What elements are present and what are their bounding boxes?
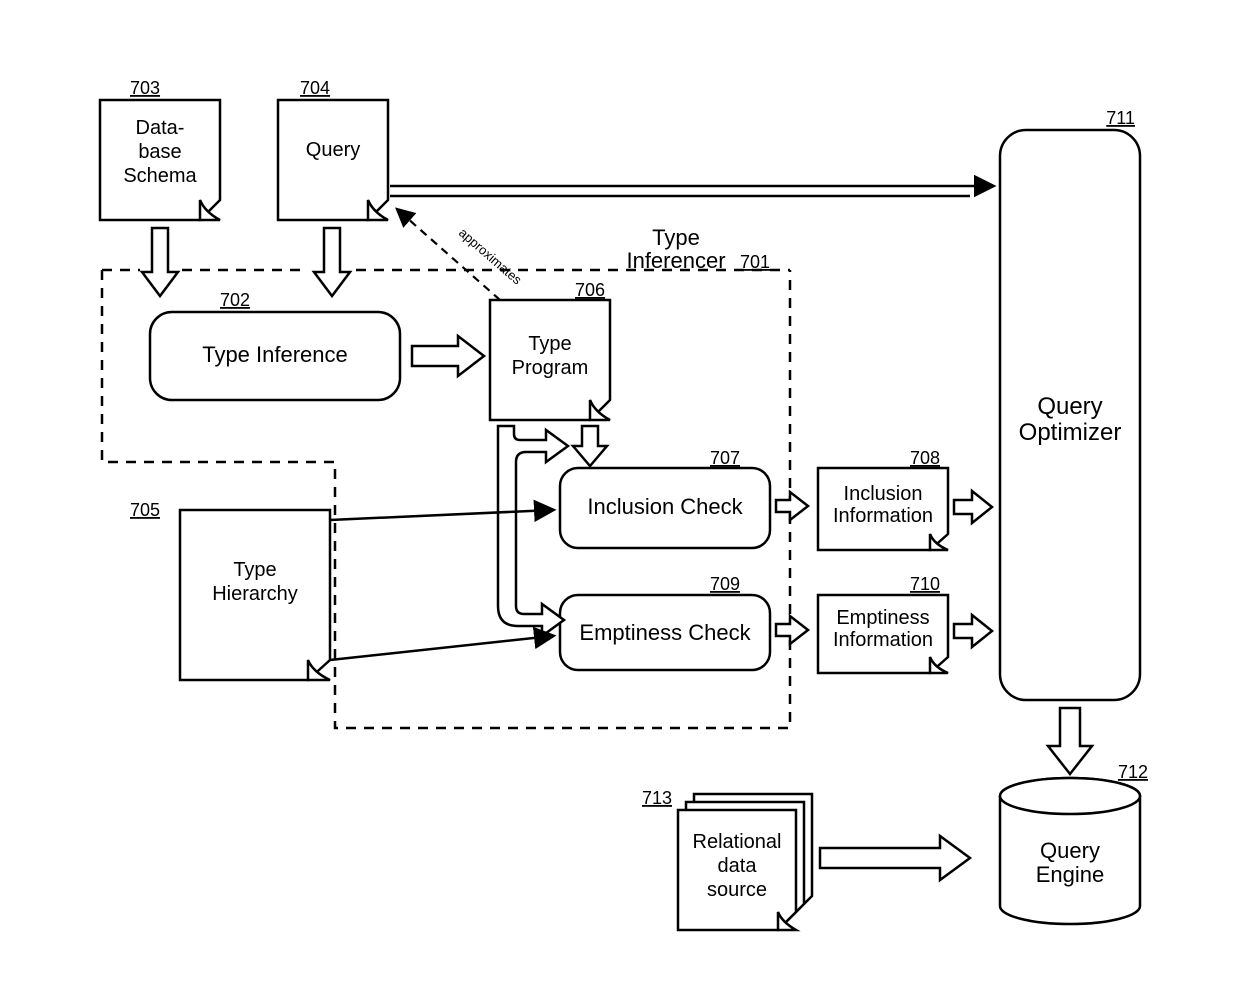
node-query: 704 Query <box>278 78 388 220</box>
query-label-0: Query <box>306 139 360 161</box>
ref-703: 703 <box>130 78 160 98</box>
ref-709: 709 <box>710 574 740 594</box>
node-inclusion-info: 708 Inclusion Information <box>818 448 948 550</box>
optimizer-label-1: Optimizer <box>1019 419 1122 446</box>
ref-710: 710 <box>910 574 940 594</box>
node-type-inference: 702 Type Inference <box>150 290 400 400</box>
rel-src-label-2: source <box>707 879 767 901</box>
edge-empt-to-info <box>776 616 808 644</box>
edge-emptinfo-to-opt <box>954 615 992 647</box>
node-emptiness-check: 709 Emptiness Check <box>560 574 770 670</box>
ref-712: 712 <box>1118 762 1148 782</box>
edge-inf-to-prog <box>412 336 484 376</box>
edge-approximates: approximates <box>398 210 525 300</box>
optimizer-label-0: Query <box>1037 393 1102 420</box>
type-inferencer-label-2: Inferencer <box>626 248 725 273</box>
node-relational-source: 713 Relational data source <box>642 788 812 930</box>
ref-713: 713 <box>642 788 672 808</box>
type-prog-label-0: Type <box>528 333 571 355</box>
edge-inclinfo-to-opt <box>954 491 992 523</box>
type-inferencer-label-1: Type <box>652 225 700 250</box>
edge-source-to-engine <box>820 836 970 880</box>
edge-hier-to-empt <box>330 636 552 660</box>
incl-check-label: Inclusion Check <box>587 494 743 519</box>
node-type-program: 706 Type Program <box>490 280 610 420</box>
ref-705: 705 <box>130 500 160 520</box>
node-type-hierarchy: 705 Type Hierarchy <box>130 500 330 680</box>
edge-query-to-inf <box>314 228 350 296</box>
node-db-schema: 703 Data- base Schema <box>100 78 220 220</box>
type-inferencer-diagram: Type Inferencer 701 703 Data- base Schem… <box>0 0 1240 989</box>
type-inf-label: Type Inference <box>202 342 348 367</box>
incl-info-label-0: Inclusion <box>844 483 923 505</box>
incl-info-label-1: Information <box>833 505 933 527</box>
type-hier-label-0: Type <box>233 559 276 581</box>
edge-query-to-opt <box>390 186 992 196</box>
empt-info-label-1: Information <box>833 629 933 651</box>
ref-711: 711 <box>1106 108 1135 128</box>
ref-708: 708 <box>910 448 940 468</box>
edge-hier-to-incl <box>330 510 552 520</box>
edge-prog-to-incl <box>573 426 607 466</box>
ref-706: 706 <box>575 280 605 300</box>
db-schema-label-2: Schema <box>123 165 197 187</box>
edge-prog-to-empt <box>498 426 568 636</box>
type-prog-label-1: Program <box>512 357 589 379</box>
db-schema-label-1: base <box>138 141 181 163</box>
node-emptiness-info: 710 Emptiness Information <box>818 574 948 673</box>
engine-label-1: Engine <box>1036 862 1105 887</box>
node-query-engine: 712 Query Engine <box>1000 762 1148 924</box>
ref-702: 702 <box>220 290 250 310</box>
ref-707: 707 <box>710 448 740 468</box>
approximates-label: approximates <box>456 225 525 288</box>
edge-incl-to-info <box>776 492 808 520</box>
db-schema-label-0: Data- <box>136 117 185 139</box>
engine-label-0: Query <box>1040 838 1100 863</box>
type-hier-label-1: Hierarchy <box>212 583 298 605</box>
node-query-optimizer: 711 Query Optimizer <box>1000 108 1140 700</box>
empt-check-label: Emptiness Check <box>579 620 751 645</box>
ref-704: 704 <box>300 78 330 98</box>
edge-schema-to-inf <box>142 228 178 296</box>
edge-opt-to-engine <box>1048 708 1092 774</box>
ref-701: 701 <box>740 252 770 272</box>
rel-src-label-1: data <box>718 855 758 877</box>
rel-src-label-0: Relational <box>693 831 782 853</box>
empt-info-label-0: Emptiness <box>836 607 929 629</box>
